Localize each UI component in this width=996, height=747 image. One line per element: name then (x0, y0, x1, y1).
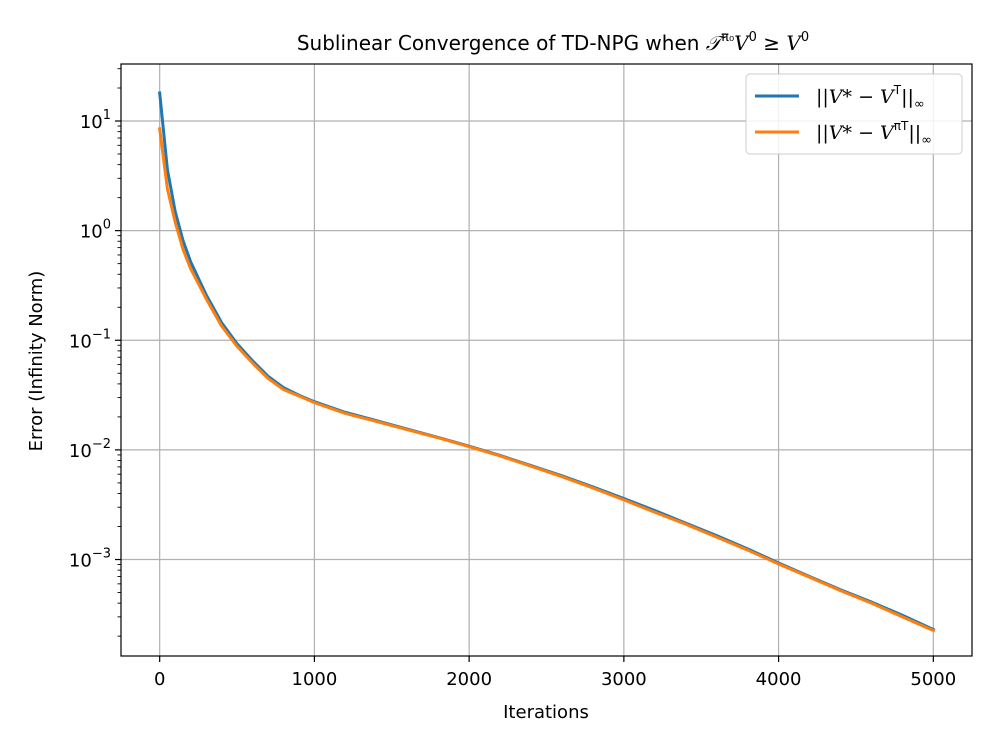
y-tick-label: 101 (80, 108, 111, 133)
chart-title-relation: ≥ (757, 31, 786, 55)
x-tick-label: 2000 (446, 669, 492, 690)
y-axis-label: Error (Infinity Norm) (26, 271, 47, 452)
data-series (158, 91, 936, 633)
legend-box (745, 73, 963, 155)
y-tick-label: 100 (80, 218, 111, 243)
chart-title-operator-sup: π₀ (721, 30, 734, 45)
legend-label-series-2: ||V* − VπT||∞ (816, 119, 932, 148)
y-tick-label: 10−1 (69, 327, 111, 352)
x-tick-label: 0 (154, 669, 165, 690)
x-axis-label: Iterations (503, 702, 589, 723)
y-tick-label: 10−2 (69, 437, 111, 462)
legend: ||V* − VT||∞ ||V* − VπT||∞ (745, 73, 963, 155)
chart-title: Sublinear Convergence of TD-NPG when 𝒯π₀… (297, 30, 809, 55)
plot-frame (120, 63, 973, 657)
legend-label-series-1: ||V* − VT||∞ (816, 83, 925, 112)
x-tick-label: 1000 (292, 669, 338, 690)
grid-lines (121, 64, 972, 656)
y-tick-label: 10−3 (69, 547, 111, 572)
series-line-2 (158, 127, 936, 633)
series-line-1 (158, 91, 936, 632)
x-tick-label: 4000 (756, 669, 802, 690)
axis-ticks: 0 1000 2000 3000 4000 5000 101 100 10−1 10−2 10−3 (69, 68, 956, 690)
chart-title-prefix: Sublinear Convergence of TD-NPG when (297, 31, 706, 55)
chart-title-v2-sup: 0 (801, 30, 809, 45)
x-tick-label: 5000 (910, 669, 956, 690)
chart-title-v1: V (734, 31, 751, 55)
chart-title-v2: V (786, 31, 803, 55)
x-tick-label: 3000 (601, 669, 647, 690)
chart-title-v1-sup: 0 (749, 30, 757, 45)
